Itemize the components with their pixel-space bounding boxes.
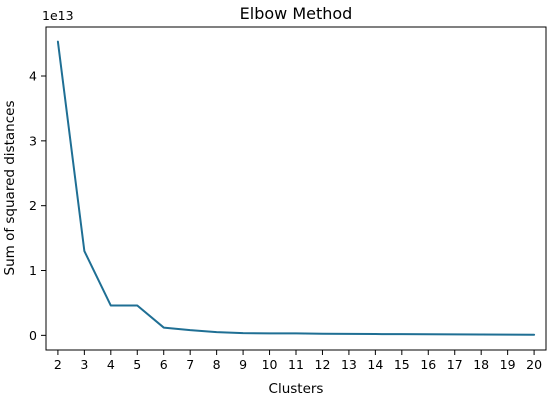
x-tick-label: 3 — [80, 357, 88, 372]
x-tick-label: 6 — [160, 357, 168, 372]
x-tick-label: 12 — [315, 357, 331, 372]
y-tick-label: 1 — [29, 263, 37, 278]
series-line — [56, 40, 536, 336]
x-tick-label: 13 — [341, 357, 357, 372]
x-tick-label: 16 — [420, 357, 436, 372]
x-tick-label: 20 — [526, 357, 542, 372]
y-offset-label: 1e13 — [42, 8, 74, 23]
plot-frame — [45, 26, 547, 351]
x-tick-label: 9 — [239, 357, 247, 372]
x-tick-label: 15 — [394, 357, 410, 372]
x-tick-label: 18 — [473, 357, 489, 372]
x-tick-label: 19 — [500, 357, 516, 372]
x-tick-label: 17 — [447, 357, 463, 372]
x-tick-label: 14 — [367, 357, 383, 372]
x-tick-label: 4 — [107, 357, 115, 372]
y-tick-label: 4 — [29, 69, 37, 84]
y-axis-label: Sum of squared distances — [2, 101, 18, 276]
x-tick-label: 8 — [213, 357, 221, 372]
x-axis-label: Clusters — [269, 381, 324, 397]
x-tick-label: 10 — [262, 357, 278, 372]
chart-title: Elbow Method — [240, 4, 353, 23]
x-tick-label: 2 — [54, 357, 62, 372]
y-tick-label: 3 — [29, 133, 37, 148]
x-tick-label: 11 — [288, 357, 304, 372]
y-tick-label: 0 — [29, 328, 37, 343]
y-axis-ticks: 0 1 2 3 4 — [29, 69, 46, 343]
x-tick-label: 7 — [186, 357, 194, 372]
y-tick-label: 2 — [29, 198, 37, 213]
x-tick-label: 5 — [133, 357, 141, 372]
x-axis-ticks: 2 3 4 5 6 7 8 9 10 11 12 13 14 15 16 17 18 19 20 — [54, 350, 542, 372]
